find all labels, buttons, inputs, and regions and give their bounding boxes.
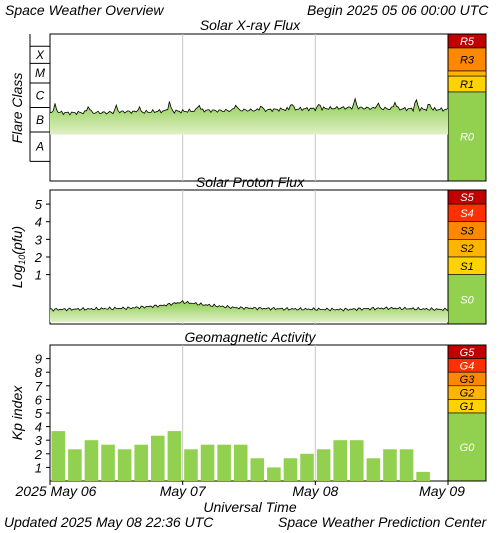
kp-bar xyxy=(151,435,165,481)
kp-bar xyxy=(399,449,414,481)
updated-time: Updated 2025 May 08 22:36 UTC xyxy=(4,514,214,530)
x-tick-label: May 09 xyxy=(419,483,465,499)
proton-ytick-label: 2 xyxy=(34,250,43,265)
kp-ytick-label: 7 xyxy=(35,379,43,394)
x-axis-label: Universal Time xyxy=(203,499,296,515)
kp-ytick-label: 8 xyxy=(35,365,43,380)
xray-class-x: X xyxy=(35,48,45,62)
kp-bar xyxy=(316,449,331,481)
kp-bar xyxy=(250,458,265,481)
xray-class-a: A xyxy=(35,140,44,154)
xray-scale-label: R0 xyxy=(460,132,475,144)
x-tick-label: 2025 May 06 xyxy=(15,483,97,499)
proton-scale-label: S0 xyxy=(460,294,474,306)
kp-ytick-label: 3 xyxy=(35,433,43,448)
proton-scale-label: S4 xyxy=(460,208,473,220)
proton-title: Solar Proton Flux xyxy=(196,174,305,190)
x-tick-label: May 07 xyxy=(160,483,207,499)
proton-scale-label: S3 xyxy=(460,226,474,238)
kp-bar xyxy=(68,449,82,481)
kp-bar xyxy=(366,458,381,481)
kp-ytick-label: 2 xyxy=(34,447,43,462)
kp-bar xyxy=(333,440,347,481)
xray-ylabel: Flare Class xyxy=(9,73,25,144)
kp-bar xyxy=(283,458,298,481)
kp-scale-label: G0 xyxy=(460,442,476,454)
proton-ytick-label: 4 xyxy=(35,215,42,230)
proton-scale-s0 xyxy=(447,274,487,325)
xray-title: Solar X-ray Flux xyxy=(200,17,301,33)
kp-bar xyxy=(84,440,99,481)
kp-ytick-label: 1 xyxy=(35,460,42,475)
kp-bar xyxy=(117,449,132,481)
kp-scale-label: G3 xyxy=(460,374,476,386)
kp-bar xyxy=(217,444,231,481)
proton-scale-label: S2 xyxy=(460,243,473,255)
source-credit: Space Weather Prediction Center xyxy=(278,514,487,530)
kp-ytick-label: 4 xyxy=(35,420,42,435)
xray-scale-frame xyxy=(447,33,487,182)
kp-ytick-label: 9 xyxy=(35,352,42,367)
kp-bar xyxy=(167,431,182,481)
xray-class-b: B xyxy=(36,113,44,127)
kp-scale-g0 xyxy=(447,412,487,482)
kp-bar xyxy=(267,467,281,481)
begin-time: Begin 2025 05 06 00:00 UTC xyxy=(307,2,489,18)
proton-scale-frame xyxy=(447,189,487,325)
xray-class-m: M xyxy=(35,66,45,80)
kp-bar xyxy=(350,440,364,481)
kp-bar xyxy=(51,431,66,481)
kp-scale-label: G1 xyxy=(460,401,475,413)
proton-ylabel: Log10(pfu) xyxy=(9,226,27,288)
kp-scale-label: G4 xyxy=(460,360,475,372)
xray-scale-r2 xyxy=(447,70,487,77)
xray-flux-area xyxy=(50,98,448,135)
proton-ytick-label: 5 xyxy=(35,197,43,212)
xray-scale-label: R3 xyxy=(460,55,475,67)
xray-class-c: C xyxy=(36,88,45,102)
kp-plot-frame xyxy=(49,344,449,482)
proton-scale-label: S1 xyxy=(460,261,473,273)
proton-ytick-label: 1 xyxy=(35,268,42,283)
xray-scale-label: R5 xyxy=(460,36,475,48)
kp-bar xyxy=(184,449,198,481)
kp-title: Geomagnetic Activity xyxy=(185,329,317,345)
xray-plot-frame xyxy=(49,33,449,182)
page-title: Space Weather Overview xyxy=(5,2,164,18)
kp-scale-frame xyxy=(447,344,487,482)
kp-bar xyxy=(101,444,115,481)
kp-scale-label: G2 xyxy=(460,388,475,400)
kp-ytick-label: 6 xyxy=(35,392,43,407)
kp-bar xyxy=(416,471,430,481)
xray-flux-line xyxy=(49,97,449,116)
kp-bar xyxy=(134,444,148,481)
kp-scale-label: G5 xyxy=(460,347,476,359)
xray-scale-label: R1 xyxy=(460,79,474,91)
x-tick-label: May 08 xyxy=(292,483,338,499)
proton-flux-area xyxy=(50,300,448,322)
proton-ytick-label: 3 xyxy=(35,232,43,247)
kp-ytick-label: 5 xyxy=(35,406,43,421)
kp-bar xyxy=(383,449,397,481)
kp-ylabel: Kp index xyxy=(9,385,25,440)
kp-bar xyxy=(233,444,248,481)
kp-bar xyxy=(200,444,215,481)
proton-flux-line xyxy=(49,300,449,312)
kp-bar xyxy=(300,453,314,481)
proton-scale-label: S5 xyxy=(460,192,474,204)
proton-plot-frame xyxy=(49,189,449,325)
